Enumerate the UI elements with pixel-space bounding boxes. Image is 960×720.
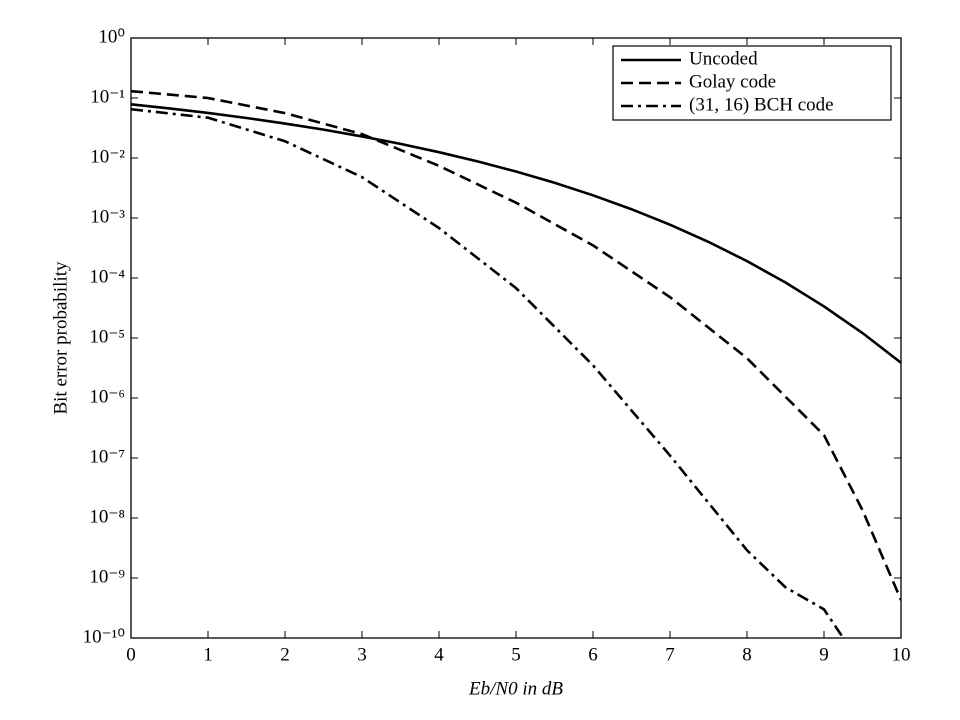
y-tick-label: 10⁻⁴ (89, 266, 125, 287)
y-tick-label: 10⁻¹ (90, 86, 125, 107)
y-axis-label: Bit error probability (50, 261, 71, 415)
y-tick-label: 10⁻⁸ (89, 506, 125, 527)
x-tick-label: 7 (665, 644, 675, 665)
y-tick-label: 10⁻³ (90, 206, 125, 227)
series-line (131, 102, 901, 364)
x-tick-label: 4 (434, 644, 444, 665)
x-tick-label: 9 (819, 644, 829, 665)
plot-frame (130, 37, 902, 639)
legend-label: Golay code (689, 71, 776, 92)
x-tick-label: 1 (203, 644, 213, 665)
x-tick-label: 0 (126, 644, 136, 665)
y-tick-label: 10⁻⁶ (89, 386, 125, 407)
legend-label: Uncoded (689, 48, 758, 69)
y-tick-label: 10⁻⁵ (89, 326, 125, 347)
x-tick-label: 5 (511, 644, 521, 665)
x-tick-label: 3 (357, 644, 367, 665)
y-tick-label: 10⁻⁷ (89, 446, 125, 467)
y-tick-label: 10⁻² (90, 146, 125, 167)
x-tick-label: 6 (588, 644, 598, 665)
x-tick-label: 10 (892, 644, 911, 665)
y-tick-label: 10⁰ (98, 26, 125, 47)
series-line (131, 89, 901, 601)
series-line (131, 107, 845, 638)
x-tick-label: 8 (742, 644, 752, 665)
y-tick-label: 10⁻¹⁰ (83, 626, 125, 647)
x-axis-label: Eb/N0 in dB (468, 678, 563, 699)
x-tick-label: 2 (280, 644, 290, 665)
y-tick-label: 10⁻⁹ (89, 566, 125, 587)
legend-label: (31, 16) BCH code (689, 94, 834, 115)
